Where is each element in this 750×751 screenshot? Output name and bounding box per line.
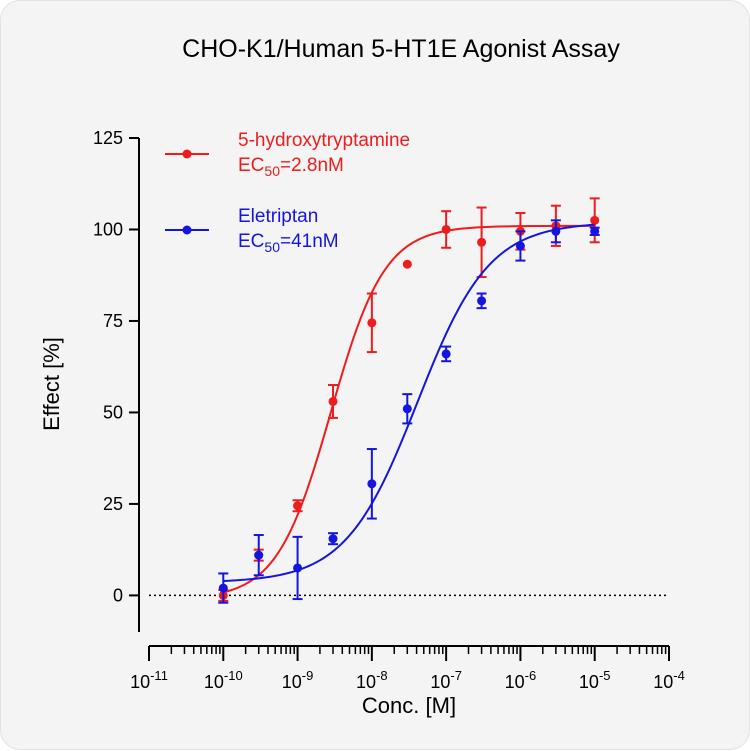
- legend: 5-hydroxytryptamineEC50=2.8nMEletriptanE…: [165, 130, 410, 255]
- data-point: [328, 534, 338, 544]
- plot-area: [149, 197, 669, 604]
- y-tick-label: 50: [103, 402, 123, 422]
- legend-ec50: EC50=41nM: [238, 231, 339, 255]
- data-point: [328, 396, 338, 406]
- fit-curve: [223, 224, 595, 594]
- x-axis-label: Conc. [M]: [362, 693, 456, 718]
- chart-title: CHO-K1/Human 5-HT1E Agonist Assay: [182, 35, 620, 63]
- y-tick-label: 0: [113, 585, 123, 605]
- axes: 0 25 50 75 100 125 10-11 10-10 10-9 10-8 10-7 10-6 1…: [93, 128, 685, 692]
- data-point: [402, 259, 412, 269]
- data-point: [293, 563, 303, 573]
- y-tick-label: 25: [103, 494, 123, 514]
- y-tick-label: 125: [93, 128, 123, 148]
- data-point: [515, 241, 525, 251]
- data-point: [441, 224, 451, 234]
- x-tick-label: 10-7: [430, 668, 462, 692]
- legend-item-0: 5-hydroxytryptamine EC50=2.8nM: [165, 130, 410, 179]
- x-tick-label: 10-10: [204, 668, 243, 692]
- data-point: [477, 296, 487, 306]
- legend-ec50: EC50=2.8nM: [238, 155, 344, 179]
- x-tick-label: 10-11: [130, 668, 168, 692]
- y-tick-label: 100: [93, 219, 123, 239]
- data-point: [477, 237, 487, 247]
- data-point: [254, 550, 264, 560]
- data-point: [402, 404, 412, 414]
- data-point: [590, 226, 600, 236]
- x-tick-label: 10-4: [653, 668, 685, 692]
- legend-series-name: Eletriptan: [238, 206, 318, 227]
- x-tick-label: 10-6: [505, 668, 537, 692]
- y-axis-label: Effect [%]: [39, 337, 64, 431]
- legend-marker: [182, 225, 192, 235]
- x-tick-label: 10-5: [579, 668, 611, 692]
- x-tick-label: 10-9: [282, 668, 314, 692]
- data-point: [367, 479, 377, 489]
- legend-item-1: Eletriptan EC50=41nM: [165, 206, 339, 255]
- data-point: [590, 215, 600, 225]
- data-point: [441, 349, 451, 359]
- series-0: [218, 197, 600, 602]
- data-point: [218, 583, 228, 593]
- data-point: [551, 226, 561, 236]
- data-point: [367, 318, 377, 328]
- legend-series-name: 5-hydroxytryptamine: [238, 130, 410, 151]
- series-1: [218, 219, 600, 604]
- fit-curve: [223, 223, 595, 582]
- x-tick-label: 10-8: [356, 668, 388, 692]
- legend-marker: [182, 149, 192, 159]
- data-point: [293, 501, 303, 511]
- y-tick-label: 75: [103, 311, 123, 331]
